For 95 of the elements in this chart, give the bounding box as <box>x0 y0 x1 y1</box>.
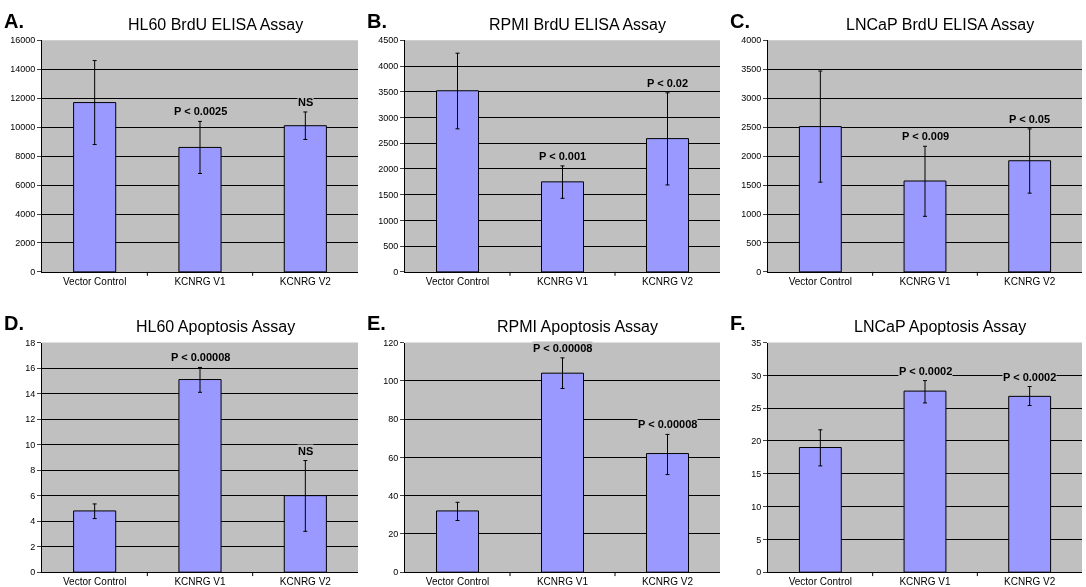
annotation: P < 0.0025 <box>174 105 228 117</box>
y-tick-label: 40 <box>388 490 399 501</box>
text: E. <box>367 312 386 334</box>
y-tick-label: 12 <box>25 414 36 425</box>
y-tick-label: 35 <box>751 337 762 348</box>
y-tick-label: 0 <box>30 267 36 278</box>
x-tick-label: KCNRG V2 <box>641 275 694 287</box>
y-tick-label: 2000 <box>741 151 762 162</box>
y-tick-label: 18 <box>25 337 36 348</box>
y-tick-label: 16000 <box>10 35 36 46</box>
x-tick-label: KCNRG V1 <box>899 576 951 587</box>
y-tick-label: 3500 <box>741 64 762 75</box>
annotation: P < 0.0002 <box>1003 371 1057 383</box>
y-tick-label: 3500 <box>378 86 399 97</box>
annotation: P < 0.00008 <box>533 342 593 354</box>
x-tick-label: KCNRG V1 <box>536 576 589 587</box>
y-tick-label: 30 <box>751 370 762 381</box>
x-tick-label: KCNRG V2 <box>279 275 332 287</box>
y-tick-label: 120 <box>383 337 399 348</box>
y-tick-label: 5 <box>756 534 762 545</box>
x-tick-label: KCNRG V2 <box>641 576 694 587</box>
y-tick-label: 8000 <box>15 151 36 162</box>
y-tick-label: 25 <box>751 403 762 414</box>
x-tick-label: KCNRG V1 <box>174 576 226 587</box>
y-tick-label: 2500 <box>378 138 399 149</box>
y-tick-label: 6000 <box>15 180 36 191</box>
y-tick-label: 10 <box>751 501 762 512</box>
chart-title: LNCaP BrdU ELISA Assay <box>846 16 1035 33</box>
annotation: P < 0.00008 <box>171 351 231 363</box>
annotation: NS <box>298 96 314 108</box>
x-tick-label: KCNRG V1 <box>899 275 951 287</box>
y-tick-label: 1500 <box>741 180 762 191</box>
y-tick-label: 8 <box>30 465 36 476</box>
x-tick-label: Vector Control <box>788 576 853 587</box>
annotation: P < 0.05 <box>1009 113 1051 125</box>
annotation: NS <box>298 445 314 457</box>
text: D. <box>4 312 24 334</box>
y-tick-label: 12000 <box>10 93 36 104</box>
x-tick-label: KCNRG V1 <box>536 275 589 287</box>
y-tick-label: 4500 <box>378 35 399 46</box>
y-tick-label: 500 <box>746 238 762 249</box>
chart-title: HL60 BrdU ELISA Assay <box>128 16 304 33</box>
annotation: P < 0.02 <box>647 77 689 89</box>
y-tick-label: 10000 <box>10 122 36 133</box>
y-tick-label: 0 <box>393 267 399 278</box>
x-tick-label: KCNRG V2 <box>1004 275 1056 287</box>
y-tick-label: 3000 <box>378 112 399 123</box>
x-tick-label: Vector Control <box>788 275 853 287</box>
y-tick-label: 0 <box>756 567 762 578</box>
y-tick-label: 0 <box>30 567 36 578</box>
annotation: P < 0.009 <box>902 130 950 142</box>
y-tick-label: 4000 <box>741 35 762 46</box>
y-tick-label: 0 <box>393 567 399 578</box>
chart-title: RPMI Apoptosis Assay <box>497 318 658 335</box>
y-tick-label: 3000 <box>741 93 762 104</box>
x-tick-label: Vector Control <box>425 275 490 287</box>
y-tick-label: 4000 <box>378 61 399 72</box>
annotation: P < 0.001 <box>539 150 587 162</box>
y-tick-label: 1000 <box>741 209 762 220</box>
chart-title: LNCaP Apoptosis Assay <box>854 318 1027 335</box>
y-tick-label: 10 <box>25 439 36 450</box>
text: C. <box>730 10 750 32</box>
y-tick-label: 16 <box>25 363 36 374</box>
text: F. <box>730 312 746 334</box>
x-tick-label: Vector Control <box>62 576 127 587</box>
y-tick-label: 20 <box>751 436 762 447</box>
y-tick-label: 500 <box>383 241 399 252</box>
y-tick-label: 1500 <box>378 189 399 200</box>
x-tick-label: KCNRG V2 <box>279 576 332 587</box>
y-tick-label: 14 <box>25 388 36 399</box>
x-tick-label: Vector Control <box>425 576 490 587</box>
y-tick-label: 4000 <box>15 209 36 220</box>
y-tick-label: 2000 <box>15 238 36 249</box>
text: A. <box>4 10 24 32</box>
x-tick-label: KCNRG V1 <box>174 275 226 287</box>
y-tick-label: 4 <box>30 516 36 527</box>
y-tick-label: 2 <box>30 541 36 552</box>
x-tick-label: Vector Control <box>62 275 127 287</box>
y-tick-label: 0 <box>756 267 762 278</box>
y-tick-label: 80 <box>388 414 399 425</box>
chart-title: HL60 Apoptosis Assay <box>136 318 296 335</box>
x-tick-label: KCNRG V2 <box>1004 576 1056 587</box>
annotation: P < 0.00008 <box>638 418 698 430</box>
y-tick-label: 100 <box>383 375 399 386</box>
y-tick-label: 15 <box>751 468 762 479</box>
text: B. <box>367 10 387 32</box>
y-tick-label: 14000 <box>10 64 36 75</box>
y-tick-label: 2500 <box>741 122 762 133</box>
chart-title: RPMI BrdU ELISA Assay <box>489 16 666 33</box>
annotation: P < 0.0002 <box>899 365 953 377</box>
y-tick-label: 1000 <box>378 215 399 226</box>
y-tick-label: 60 <box>388 452 399 463</box>
y-tick-label: 20 <box>388 529 399 540</box>
y-tick-label: 6 <box>30 490 36 501</box>
y-tick-label: 2000 <box>378 164 399 175</box>
